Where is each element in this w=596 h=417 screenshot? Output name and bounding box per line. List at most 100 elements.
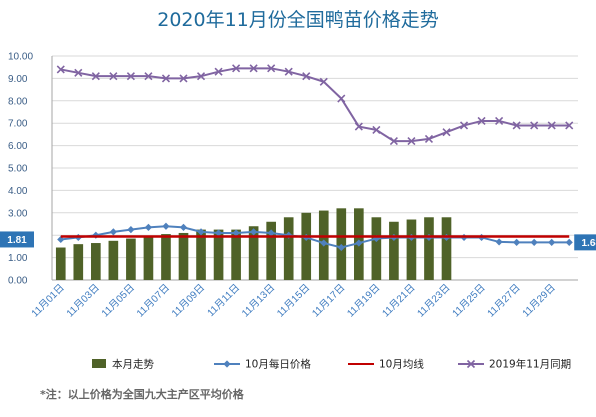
bar <box>441 217 452 280</box>
bar <box>108 240 119 280</box>
x-tick-label: 11月21日 <box>380 282 418 320</box>
data-point <box>250 228 258 236</box>
data-point <box>477 116 486 126</box>
data-point <box>162 222 170 230</box>
data-point <box>495 116 504 126</box>
data-point <box>179 74 188 83</box>
x-tick-label: 11月23日 <box>415 282 453 320</box>
data-point <box>161 74 171 83</box>
x-axis: 11月01日11月03日11月05日11月07日11月09日11月11日11月1… <box>29 282 558 320</box>
start-value-callout <box>0 231 34 248</box>
y-tick-label: 3.00 <box>8 208 28 219</box>
y-tick-label: 0.00 <box>8 276 28 287</box>
legend-label: 2019年11月同期 <box>489 358 571 371</box>
y-tick-label: 5.00 <box>8 164 28 175</box>
data-point <box>109 72 118 81</box>
gridlines <box>51 55 578 281</box>
bar <box>266 221 276 280</box>
bar <box>389 221 399 280</box>
data-point <box>319 77 328 86</box>
x-tick-label: 11月29日 <box>520 282 558 320</box>
x-tick-label: 11月03日 <box>64 282 102 320</box>
x-tick-label: 11月19日 <box>345 282 383 320</box>
data-point <box>372 125 381 134</box>
data-point <box>320 239 328 247</box>
x-tick-label: 11月25日 <box>450 282 488 320</box>
data-point <box>565 238 573 246</box>
bar <box>178 232 189 280</box>
y-tick-label: 10.00 <box>8 52 33 63</box>
y-tick-label: 7.00 <box>8 119 28 130</box>
data-point <box>197 228 205 236</box>
start-value-label: 1.81 <box>7 235 27 246</box>
y-tick-label: 4.00 <box>8 186 28 197</box>
data-point <box>74 68 83 77</box>
data-point <box>530 238 538 246</box>
y-tick-label: 8.00 <box>8 96 28 107</box>
legend-marker <box>466 359 476 369</box>
data-point <box>109 228 117 236</box>
data-point <box>548 238 556 246</box>
data-point <box>179 223 188 231</box>
bar <box>248 226 259 280</box>
bar <box>424 217 434 280</box>
data-point <box>512 121 521 130</box>
bar <box>73 244 84 280</box>
x-tick-label: 11月11日 <box>205 282 242 319</box>
bar <box>213 229 224 280</box>
data-point <box>91 72 100 81</box>
data-point <box>214 229 223 237</box>
data-point <box>513 238 521 246</box>
data-point <box>355 239 363 247</box>
series-line <box>60 67 570 143</box>
data-point <box>144 72 153 81</box>
data-point <box>196 72 206 81</box>
callouts: 1.81 1.68 <box>0 231 596 251</box>
bar <box>301 212 312 280</box>
data-point <box>302 72 311 81</box>
bar <box>196 229 206 280</box>
legend-label: 10月每日价格 <box>245 358 311 371</box>
footnote: *注：以上价格为全国九大主产区平均价格 <box>40 387 245 401</box>
data-point <box>424 134 434 143</box>
bar <box>126 238 136 280</box>
data-point <box>547 121 556 130</box>
data-point <box>407 137 416 146</box>
data-point <box>127 226 135 234</box>
legend-label: 10月均线 <box>379 358 424 371</box>
bar <box>231 229 241 280</box>
data-point <box>442 128 451 137</box>
data-point <box>337 94 346 103</box>
x-tick-label: 11月13日 <box>239 282 277 320</box>
bars-series <box>55 208 452 280</box>
data-point <box>337 243 345 252</box>
x-tick-label: 11月09日 <box>169 282 207 320</box>
legend-label: 本月走势 <box>112 358 154 371</box>
bar <box>406 219 417 280</box>
x-tick-label: 11月01日 <box>29 282 67 320</box>
data-point <box>267 229 275 237</box>
bar <box>283 217 294 280</box>
bar <box>371 217 382 280</box>
x-tick-label: 11月27日 <box>485 282 523 320</box>
data-point <box>126 72 135 81</box>
legend: 本月走势 10月每日价格 10月均线 2019年11月同期 <box>92 358 571 371</box>
end-value-callout <box>574 234 596 251</box>
data-point <box>459 121 469 130</box>
bar <box>161 234 171 280</box>
y-tick-label: 1.00 <box>8 253 28 264</box>
data-point <box>389 137 398 146</box>
bar <box>55 247 66 280</box>
data-point <box>249 64 258 73</box>
y-tick-label: 9.00 <box>8 74 28 85</box>
data-point <box>232 64 241 73</box>
x-tick-label: 11月07日 <box>134 282 172 320</box>
x-tick-label: 11月05日 <box>99 282 137 320</box>
x-tick-label: 11月17日 <box>310 282 348 320</box>
data-point <box>530 121 539 130</box>
data-point <box>495 238 503 246</box>
line-series <box>56 64 574 252</box>
legend-swatch <box>92 359 106 368</box>
y-tick-label: 6.00 <box>8 141 28 152</box>
